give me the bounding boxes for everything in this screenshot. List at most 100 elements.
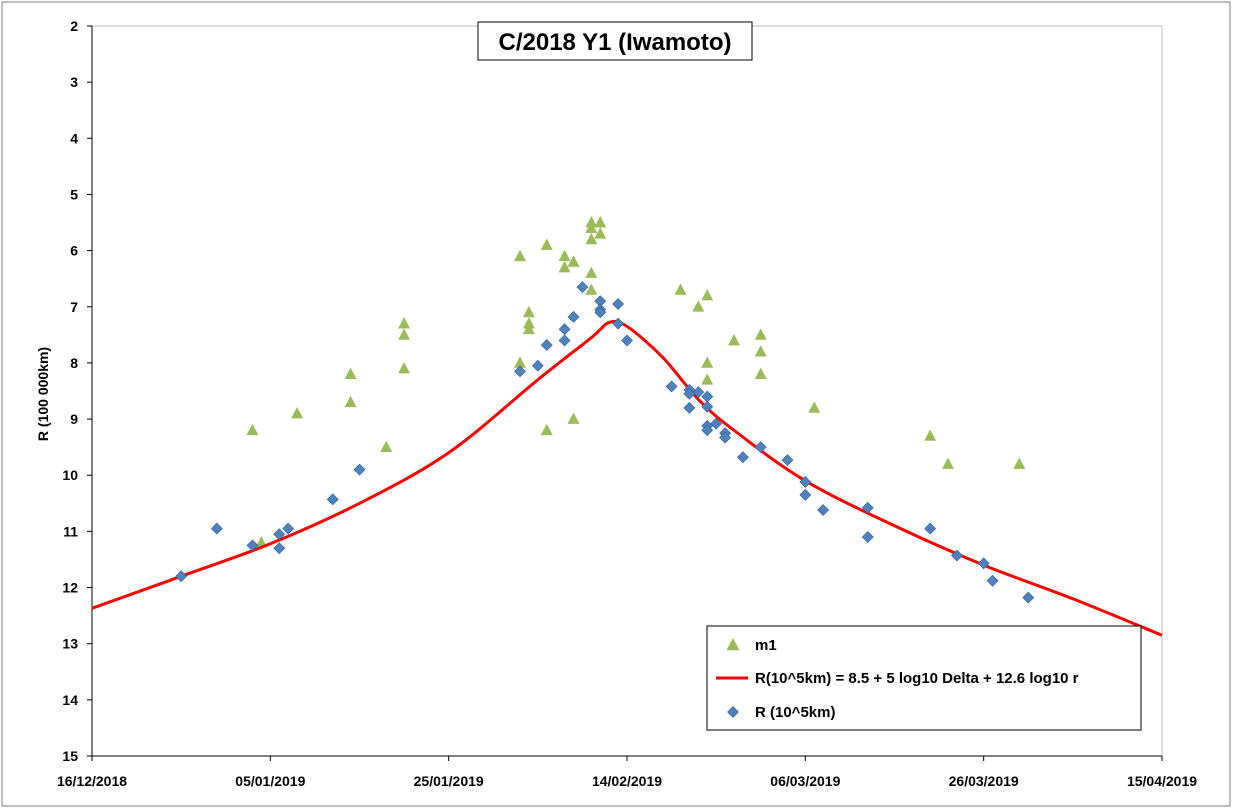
- R-point: [986, 574, 999, 587]
- m1-point: [398, 317, 411, 329]
- m1-point: [398, 328, 411, 340]
- m1-point: [808, 401, 821, 413]
- y-tick-label: 5: [70, 186, 78, 202]
- m1-point: [674, 283, 687, 295]
- R-point: [710, 417, 723, 430]
- R-point: [861, 531, 874, 543]
- R-point: [273, 542, 286, 555]
- R-point: [665, 380, 678, 393]
- R-point: [1022, 591, 1035, 604]
- y-tick-label: 9: [70, 411, 78, 427]
- R-point: [861, 501, 874, 514]
- series-R: [175, 281, 1035, 604]
- R-point: [282, 522, 295, 535]
- m1-point: [540, 423, 553, 436]
- R-point: [210, 522, 223, 535]
- R-point: [924, 522, 937, 535]
- m1-point: [701, 373, 714, 385]
- R-point: [540, 339, 553, 351]
- m1-point: [1013, 457, 1026, 469]
- R-point: [514, 365, 526, 378]
- R-point: [326, 493, 339, 506]
- m1-point: [924, 429, 937, 441]
- legend-m1: m1: [726, 637, 777, 654]
- legend-label: R (10^5km): [755, 704, 835, 721]
- R-point: [799, 488, 812, 501]
- m1-point: [594, 227, 607, 239]
- R-point: [701, 400, 714, 413]
- m1-point: [585, 283, 598, 295]
- m1-point: [522, 322, 535, 335]
- x-tick-label: 15/04/2019: [1127, 773, 1197, 789]
- y-tick-label: 8: [70, 355, 78, 371]
- m1-point: [246, 423, 259, 436]
- m1-point: [344, 395, 357, 408]
- R-point: [701, 424, 714, 437]
- m1-point: [701, 289, 714, 301]
- x-tick-label: 06/03/2019: [770, 773, 840, 789]
- legend: m1 R(10^5km) = 8.5 + 5 log10 Delta + 12.6…: [706, 625, 1142, 731]
- R-point: [683, 401, 696, 414]
- R-point: [273, 528, 286, 541]
- series-layer: [91, 216, 1163, 637]
- y-tick-label: 10: [62, 467, 78, 483]
- R-point: [977, 557, 990, 570]
- R-point: [799, 476, 812, 488]
- y-tick-label: 3: [70, 74, 78, 90]
- R-point: [612, 298, 625, 310]
- legend-label: m1: [755, 637, 777, 654]
- R-point: [719, 431, 732, 444]
- x-axis-ticks: 16/12/2018 05/01/2019 25/01/2019 14/02/2019…: [57, 756, 1197, 789]
- m1-point: [522, 305, 535, 318]
- R-point: [531, 359, 544, 372]
- R-point: [558, 334, 571, 347]
- m1-point: [558, 260, 571, 273]
- m1-point: [585, 221, 598, 234]
- y-tick-label: 15: [62, 748, 78, 764]
- R-point: [621, 334, 633, 347]
- legend-diamond-marker: [727, 706, 739, 718]
- legend-fit: R(10^5km) = 8.5 + 5 log10 Delta + 12.6 l…: [716, 670, 1079, 687]
- R-point: [246, 539, 259, 552]
- R-point: [576, 281, 589, 294]
- m1-point: [754, 328, 767, 340]
- y-tick-label: 12: [62, 580, 78, 596]
- R-point: [736, 451, 749, 464]
- m1-point: [558, 249, 571, 262]
- R-point: [692, 386, 705, 399]
- y-tick-label: 7: [70, 299, 78, 315]
- m1-point: [754, 367, 767, 380]
- legend-items: m1 R(10^5km) = 8.5 + 5 log10 Delta + 12.6…: [716, 637, 1079, 721]
- fit-line: [91, 319, 1163, 637]
- x-tick-label: 14/02/2019: [592, 773, 662, 789]
- y-axis-label: R (100 000km): [35, 347, 51, 441]
- m1-point: [514, 249, 526, 262]
- title-frame: [477, 21, 753, 61]
- m1-point: [380, 440, 393, 453]
- R-point: [781, 454, 794, 466]
- R-point: [612, 317, 625, 330]
- R-point: [950, 549, 963, 562]
- y-tick-label: 6: [70, 243, 78, 259]
- R-point: [567, 310, 580, 323]
- legend-box: [706, 625, 1142, 731]
- y-axis-ticks: 2 3 4 5 6 7 8 9 10 11 12 13 14 15: [62, 18, 92, 764]
- R-point: [817, 504, 830, 516]
- m1-point: [398, 362, 411, 374]
- x-tick-label: 25/01/2019: [414, 773, 484, 789]
- m1-point: [291, 406, 304, 419]
- x-tick-label: 16/12/2018: [57, 773, 127, 789]
- m1-point: [585, 266, 598, 278]
- chart-title-box: C/2018 Y1 (Iwamoto): [477, 21, 753, 61]
- y-tick-label: 13: [62, 636, 78, 652]
- m1-point: [344, 367, 357, 380]
- y-tick-label: 2: [70, 18, 78, 34]
- m1-point: [692, 300, 705, 312]
- y-tick-label: 4: [70, 130, 78, 146]
- y-tick-label: 14: [62, 692, 78, 708]
- x-tick-label: 26/03/2019: [949, 773, 1019, 789]
- R-point: [353, 463, 366, 476]
- legend-triangle-marker: [726, 637, 740, 651]
- R-point: [754, 441, 767, 454]
